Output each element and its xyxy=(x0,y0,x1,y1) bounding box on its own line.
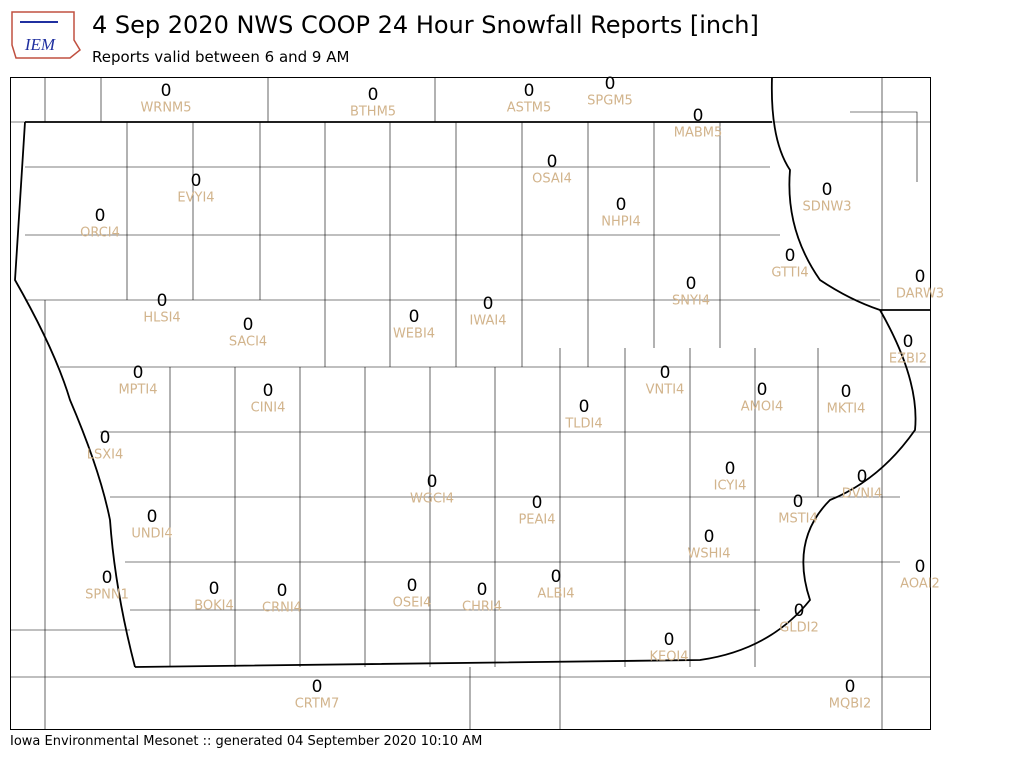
station-value: 0 xyxy=(660,363,671,383)
station-value: 0 xyxy=(102,568,113,588)
station-value: 0 xyxy=(95,206,106,226)
station-id: SACI4 xyxy=(229,335,267,350)
station-value: 0 xyxy=(664,630,675,650)
station-id: DVNI4 xyxy=(842,487,883,502)
station-id: DARW3 xyxy=(896,287,944,302)
subtitle: Reports valid between 6 and 9 AM xyxy=(92,48,349,66)
station-id: OSAI4 xyxy=(532,172,572,187)
station-value: 0 xyxy=(693,106,704,126)
station-id: OSEI4 xyxy=(393,596,432,611)
station-value: 0 xyxy=(368,85,379,105)
station-value: 0 xyxy=(161,81,172,101)
station-value: 0 xyxy=(100,428,111,448)
station-value: 0 xyxy=(915,557,926,577)
station-value: 0 xyxy=(133,363,144,383)
station-value: 0 xyxy=(822,180,833,200)
station-value: 0 xyxy=(547,152,558,172)
station-id: BOKI4 xyxy=(194,599,234,614)
station-id: MKTI4 xyxy=(827,402,866,417)
station-value: 0 xyxy=(209,579,220,599)
station-value: 0 xyxy=(427,472,438,492)
station-value: 0 xyxy=(757,380,768,400)
station-value: 0 xyxy=(704,527,715,547)
footer: Iowa Environmental Mesonet :: generated … xyxy=(10,734,482,749)
station-id: AOAI2 xyxy=(900,577,940,592)
station-value: 0 xyxy=(903,332,914,352)
station-value: 0 xyxy=(147,507,158,527)
stations: 0WRNM50BTHM50ASTM50SPGM50MABM50OSAI40EVY… xyxy=(80,74,944,712)
station-id: MPTI4 xyxy=(118,383,157,398)
station-id: WSHI4 xyxy=(688,547,731,562)
station-id: ORCI4 xyxy=(80,226,120,241)
station-id: CINI4 xyxy=(251,401,286,416)
station-id: MQBI2 xyxy=(829,697,871,712)
station-id: CRNI4 xyxy=(262,601,302,616)
station-id: PEAI4 xyxy=(518,513,555,528)
station-id: SNYI4 xyxy=(672,294,710,309)
station-value: 0 xyxy=(157,291,168,311)
station-id: KEOI4 xyxy=(649,650,688,665)
station-id: GLDI2 xyxy=(779,621,818,636)
station-value: 0 xyxy=(409,307,420,327)
station-id: UNDI4 xyxy=(131,527,172,542)
station-value: 0 xyxy=(483,294,494,314)
station-value: 0 xyxy=(793,492,804,512)
station-id: MSTI4 xyxy=(778,512,818,527)
station-id: CRTM7 xyxy=(295,697,340,712)
station-value: 0 xyxy=(616,195,627,215)
station-id: WEBI4 xyxy=(393,327,435,342)
station-id: VNTI4 xyxy=(646,383,685,398)
station-value: 0 xyxy=(845,677,856,697)
station-value: 0 xyxy=(524,81,535,101)
title: 4 Sep 2020 NWS COOP 24 Hour Snowfall Rep… xyxy=(92,11,759,39)
station-value: 0 xyxy=(243,315,254,335)
station-id: SPGM5 xyxy=(587,94,633,109)
station-value: 0 xyxy=(915,267,926,287)
station-value: 0 xyxy=(551,567,562,587)
station-value: 0 xyxy=(579,397,590,417)
station-value: 0 xyxy=(857,467,868,487)
station-id: ALBI4 xyxy=(537,587,574,602)
station-id: AMOI4 xyxy=(741,400,783,415)
station-id: EZBI2 xyxy=(889,352,927,367)
station-id: HLSI4 xyxy=(143,311,180,326)
station-value: 0 xyxy=(277,581,288,601)
station-id: SPNN1 xyxy=(85,588,129,603)
station-id: ICYI4 xyxy=(714,479,747,494)
station-id: LSXI4 xyxy=(87,448,124,463)
station-value: 0 xyxy=(263,381,274,401)
logo: IEM xyxy=(11,11,81,59)
station-id: WGCI4 xyxy=(410,492,454,507)
basemap xyxy=(10,76,931,730)
station-value: 0 xyxy=(407,576,418,596)
station-value: 0 xyxy=(686,274,697,294)
station-id: WRNM5 xyxy=(140,101,191,116)
logo-text: IEM xyxy=(24,35,56,54)
station-id: BTHM5 xyxy=(350,105,396,120)
station-value: 0 xyxy=(794,601,805,621)
station-id: GTTI4 xyxy=(771,266,808,281)
station-value: 0 xyxy=(532,493,543,513)
station-value: 0 xyxy=(605,74,616,94)
station-value: 0 xyxy=(477,580,488,600)
station-id: ASTM5 xyxy=(507,101,552,116)
station-id: MABM5 xyxy=(674,126,723,141)
station-value: 0 xyxy=(841,382,852,402)
station-value: 0 xyxy=(785,246,796,266)
station-value: 0 xyxy=(312,677,323,697)
station-id: EVYI4 xyxy=(177,191,214,206)
station-id: IWAI4 xyxy=(470,314,507,329)
station-id: TLDI4 xyxy=(564,417,602,432)
station-value: 0 xyxy=(725,459,736,479)
station-id: CHRI4 xyxy=(462,600,502,615)
station-value: 0 xyxy=(191,171,202,191)
station-id: SDNW3 xyxy=(802,200,851,215)
station-id: NHPI4 xyxy=(601,215,640,230)
